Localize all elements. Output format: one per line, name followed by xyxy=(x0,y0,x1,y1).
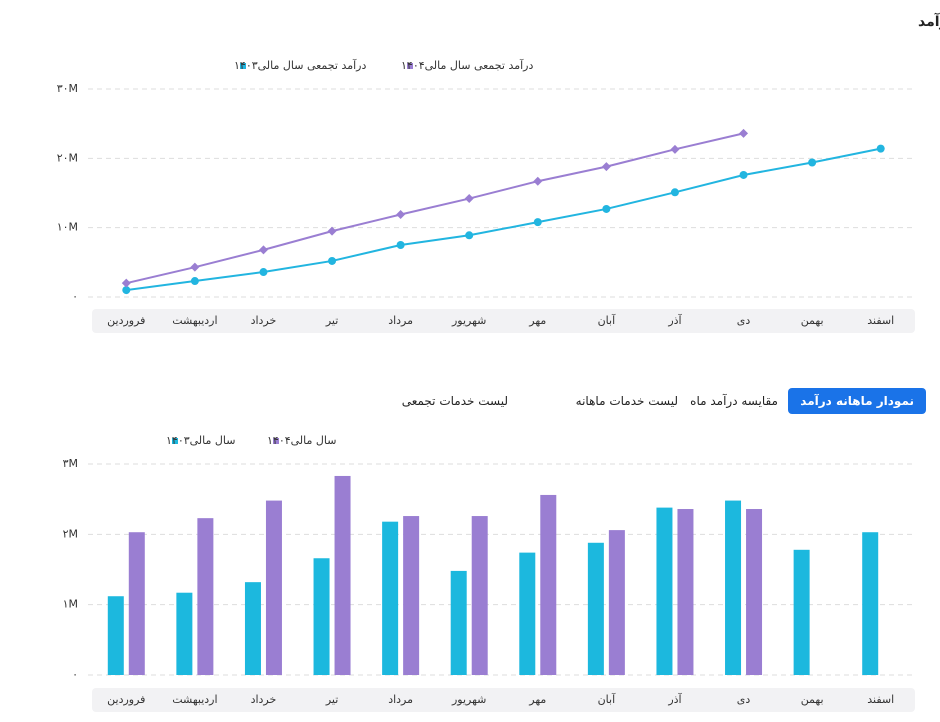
legend-label: سال مالی۱۴۰۴ xyxy=(267,434,336,447)
point xyxy=(190,262,200,272)
x-tick-label: دی xyxy=(737,693,751,706)
bar xyxy=(677,509,694,675)
x-tick-label: بهمن xyxy=(801,314,824,327)
point xyxy=(808,158,817,167)
category-band xyxy=(92,688,915,712)
bar xyxy=(107,596,124,675)
y-tick-label: ۳M xyxy=(63,457,78,470)
legend-label: درآمد تجمعی سال مالی۱۴۰۳ xyxy=(234,58,366,72)
point xyxy=(670,144,680,154)
y-tick-label: ۲۰M xyxy=(57,151,78,164)
category-band xyxy=(92,309,915,333)
point xyxy=(327,226,337,236)
point xyxy=(190,277,199,286)
x-tick-label: اسفند xyxy=(867,693,894,706)
x-tick-label: آذر xyxy=(667,313,682,327)
x-tick-label: مرداد xyxy=(388,314,413,327)
legend-swatch xyxy=(172,438,178,444)
x-tick-label: شهریور xyxy=(451,314,486,327)
bar xyxy=(587,542,604,675)
bar xyxy=(382,521,399,675)
bar xyxy=(197,518,214,675)
bar xyxy=(471,516,488,675)
tab[interactable]: مقایسه درآمد ماه xyxy=(678,388,790,414)
x-tick-label: مرداد xyxy=(388,693,413,706)
legend-label: درآمد تجمعی سال مالی۱۴۰۴ xyxy=(401,58,533,72)
x-tick-label: مهر xyxy=(528,693,546,706)
bar xyxy=(862,532,879,675)
x-tick-label: تیر xyxy=(325,693,338,706)
legend-swatch xyxy=(407,63,413,69)
x-tick-label: آبان xyxy=(598,313,616,327)
x-tick-label: اسفند xyxy=(867,314,894,327)
bar xyxy=(244,582,261,675)
point xyxy=(739,128,749,138)
bar xyxy=(313,558,330,675)
point xyxy=(876,144,885,153)
x-tick-label: اردیبهشت xyxy=(172,314,217,327)
bar xyxy=(265,500,282,675)
x-tick-label: تیر xyxy=(325,314,338,327)
tab[interactable]: لیست خدمات ماهانه xyxy=(564,388,690,414)
point xyxy=(739,170,748,179)
bar xyxy=(128,532,145,675)
bar xyxy=(793,549,810,675)
x-tick-label: بهمن xyxy=(801,693,824,706)
series-line xyxy=(126,132,744,285)
y-tick-label: ۲M xyxy=(63,527,78,540)
bar xyxy=(450,570,467,675)
y-tick-label: ۰ xyxy=(72,668,78,681)
tab[interactable]: لیست خدمات تجمعی xyxy=(390,388,520,414)
bar xyxy=(176,592,193,675)
point xyxy=(121,278,131,288)
bar xyxy=(403,516,420,675)
x-tick-label: فروردین xyxy=(107,693,145,706)
point xyxy=(328,256,337,265)
y-tick-label: ۰ xyxy=(72,290,78,303)
point xyxy=(602,204,611,213)
x-tick-label: خرداد xyxy=(251,314,277,327)
tab-bar: نمودار ماهانه درآمد مقایسه درآمد ماه لیست … xyxy=(0,388,940,414)
point xyxy=(533,218,542,227)
x-tick-label: شهریور xyxy=(451,693,486,706)
x-tick-label: دی xyxy=(737,314,751,327)
bar xyxy=(725,500,742,675)
x-tick-label: فروردین xyxy=(107,314,145,327)
legend-label: سال مالی۱۴۰۳ xyxy=(166,434,235,447)
x-tick-label: آبان xyxy=(598,692,616,706)
point xyxy=(601,162,611,172)
x-tick-label: مهر xyxy=(528,314,546,327)
tab[interactable]: نمودار ماهانه درآمد xyxy=(788,388,926,414)
x-tick-label: آذر xyxy=(667,692,682,706)
point xyxy=(464,194,474,204)
page-title: نمودار تجمعی درآمد xyxy=(918,12,940,30)
point xyxy=(258,245,268,255)
bar xyxy=(334,475,351,675)
y-tick-label: ۳۰M xyxy=(57,82,78,95)
point xyxy=(670,188,679,197)
bar xyxy=(746,509,763,675)
y-tick-label: ۱M xyxy=(63,598,78,611)
point xyxy=(465,231,474,240)
point xyxy=(396,209,406,219)
point xyxy=(533,176,543,186)
series-line xyxy=(126,147,881,292)
bar xyxy=(540,494,557,675)
legend-swatch xyxy=(273,438,279,444)
bar xyxy=(656,507,673,675)
point xyxy=(122,286,131,295)
y-tick-label: ۱۰M xyxy=(57,221,78,234)
x-tick-label: خرداد xyxy=(251,693,277,706)
bar xyxy=(608,530,625,675)
bar xyxy=(519,552,536,675)
point xyxy=(396,241,405,249)
x-tick-label: اردیبهشت xyxy=(172,693,217,706)
point xyxy=(259,268,268,277)
legend-swatch xyxy=(240,63,246,69)
